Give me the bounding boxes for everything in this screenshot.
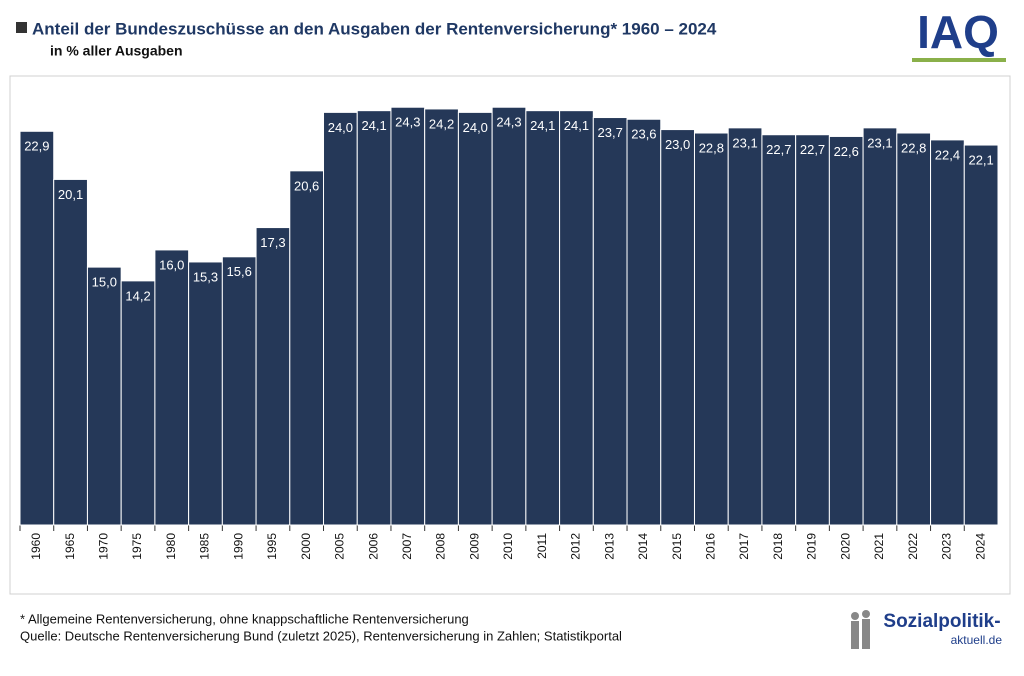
bar (356, 110, 392, 526)
x-tick-label: 2009 (467, 533, 481, 560)
value-label: 24,3 (395, 115, 420, 130)
x-tick-label: 2020 (838, 533, 852, 560)
value-label: 23,6 (631, 127, 656, 142)
x-tick-label: 2017 (737, 533, 751, 560)
value-label: 15,6 (227, 264, 252, 279)
bar (491, 106, 527, 526)
value-label: 22,8 (699, 140, 724, 155)
value-label: 22,9 (24, 139, 49, 154)
value-label: 22,6 (834, 144, 859, 159)
bar (761, 134, 797, 526)
value-label: 24,0 (463, 120, 488, 135)
x-tick-label: 2023 (940, 533, 954, 560)
bar (693, 132, 729, 526)
value-label: 24,1 (361, 118, 386, 133)
bar (862, 127, 898, 526)
x-tick-label: 2006 (366, 533, 380, 560)
value-label: 23,1 (732, 135, 757, 150)
bar (525, 110, 561, 526)
bar (930, 139, 965, 526)
value-label: 24,2 (429, 116, 454, 131)
value-label: 22,4 (935, 147, 960, 162)
x-tick-label: 2014 (636, 533, 650, 560)
x-tick-label: 2000 (299, 533, 313, 560)
value-label: 14,2 (125, 288, 150, 303)
value-label: 23,0 (665, 137, 690, 152)
bar (424, 108, 459, 526)
value-label: 22,1 (968, 152, 993, 167)
x-tick-label: 1980 (164, 533, 178, 560)
bar (592, 117, 628, 526)
logo-site: Sozialpolitik- (883, 611, 1000, 632)
value-label: 17,3 (260, 235, 285, 250)
value-label: 22,8 (901, 140, 926, 155)
bar (828, 135, 864, 526)
value-label: 24,3 (496, 115, 521, 130)
x-tick-label: 1960 (29, 533, 43, 560)
logo-people (851, 610, 870, 649)
bar (626, 118, 662, 526)
value-label: 20,1 (58, 187, 83, 202)
bar (289, 170, 325, 526)
x-tick-label: 1995 (265, 533, 279, 560)
bar (795, 134, 830, 526)
x-tick-label: 2008 (434, 533, 448, 560)
x-tick-label: 1990 (231, 533, 245, 560)
x-tick-label: 1965 (63, 533, 77, 560)
value-label: 22,7 (766, 142, 791, 157)
x-tick-label: 2022 (906, 533, 920, 560)
bar (120, 280, 156, 526)
x-tick-label: 2018 (771, 533, 785, 560)
bar (86, 266, 122, 526)
title-marker (16, 22, 27, 33)
value-label: 15,3 (193, 269, 218, 284)
value-label: 16,0 (159, 257, 184, 272)
x-tick-label: 2021 (872, 533, 886, 560)
source: Quelle: Deutsche Rentenversicherung Bund… (20, 628, 622, 643)
value-label: 22,7 (800, 142, 825, 157)
chart-title: Anteil der Bundeszuschüsse an den Ausgab… (32, 19, 717, 38)
value-label: 23,7 (598, 125, 623, 140)
logo-bar (912, 58, 1006, 62)
frame (9, 75, 1011, 595)
value-label: 15,0 (92, 275, 117, 290)
x-tick-label: 2012 (569, 533, 583, 560)
bar (53, 178, 88, 526)
x-tick-label: 2010 (501, 533, 515, 560)
bar (154, 249, 190, 526)
bar (19, 130, 55, 526)
chart-subtitle: in % aller Ausgaben (50, 43, 183, 59)
logo-domain: aktuell.de (951, 633, 1003, 647)
value-label: 24,1 (564, 118, 589, 133)
bar (221, 256, 257, 526)
x-tick-label: 2019 (805, 533, 819, 560)
x-tick-label: 2007 (400, 533, 414, 560)
value-label: 24,1 (530, 118, 555, 133)
value-label: 23,1 (867, 135, 892, 150)
bar (457, 111, 493, 526)
bar (559, 110, 594, 526)
bar (188, 261, 223, 526)
value-label: 20,6 (294, 178, 319, 193)
x-tick-label: 2011 (535, 533, 549, 559)
footnote: * Allgemeine Rentenversicherung, ohne kn… (20, 611, 469, 626)
x-tick-label: 1975 (130, 533, 144, 560)
x-tick-label: 2013 (602, 533, 616, 560)
x-tick-label: 1970 (96, 533, 110, 560)
x-tick-label: 2024 (973, 533, 987, 560)
bar (390, 106, 426, 526)
value-label: 24,0 (328, 120, 353, 135)
bar (660, 129, 695, 526)
bar (727, 127, 763, 526)
bar (963, 144, 999, 526)
x-tick-label: 2015 (670, 533, 684, 560)
x-tick-label: 2016 (704, 533, 718, 560)
bar (323, 111, 358, 526)
bar (255, 227, 291, 526)
bar (896, 132, 932, 526)
logo-iaq: IAQ (917, 6, 999, 58)
x-tick-label: 1985 (198, 533, 212, 560)
x-tick-label: 2005 (333, 533, 347, 560)
